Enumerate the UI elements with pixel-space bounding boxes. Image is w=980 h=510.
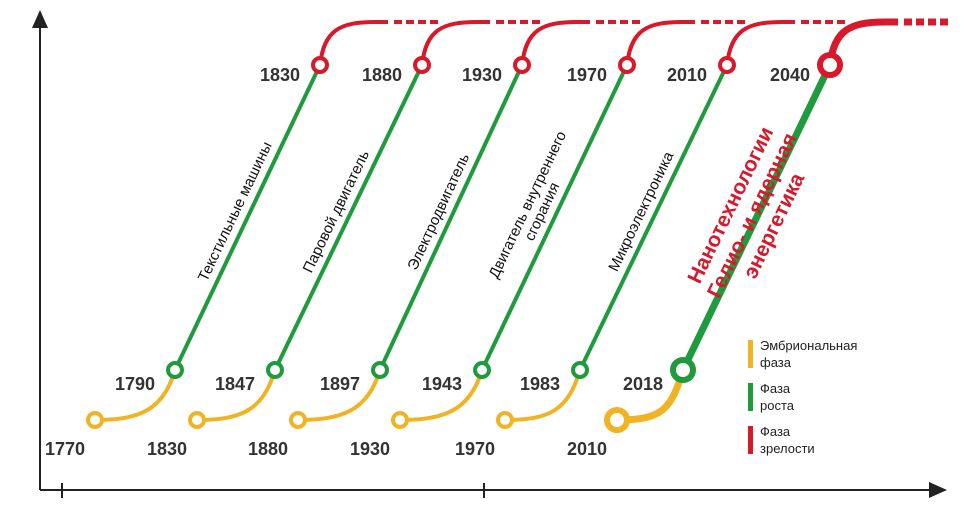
start-node: [188, 411, 206, 429]
legend-text: Фаза: [760, 424, 791, 439]
wave-label-line: Электродвигатель: [404, 151, 473, 273]
year-label: 2018: [623, 374, 663, 394]
maturity-phase: [520, 20, 590, 66]
maturity-phase: [625, 20, 695, 66]
year-label: 2010: [667, 65, 707, 85]
growth-node: [571, 361, 589, 379]
maturity-node: [817, 52, 843, 78]
wave-label: Текстильные машины: [195, 139, 276, 284]
year-label: 1880: [362, 65, 402, 85]
growth-phase: [578, 64, 729, 371]
year-label: 1880: [248, 439, 288, 459]
legend-swatch: [748, 426, 753, 454]
maturity-node: [413, 56, 431, 74]
maturity-node: [513, 56, 531, 74]
embryonic-phase: [399, 369, 484, 422]
maturity-node: [718, 56, 736, 74]
legend-text: роста: [760, 398, 795, 413]
wave-label: Электродвигатель: [404, 151, 473, 273]
growth-phase: [273, 64, 424, 371]
year-label: 2040: [770, 65, 810, 85]
start-node: [496, 411, 514, 429]
growth-phase: [378, 64, 524, 371]
growth-node: [266, 361, 284, 379]
year-label: 2010: [567, 439, 607, 459]
growth-node: [670, 357, 696, 383]
year-label: 1970: [455, 439, 495, 459]
wave-label-line: Текстильные машины: [195, 139, 276, 284]
legend-text: Эмбриональная: [760, 338, 857, 353]
maturity-node: [618, 56, 636, 74]
year-label: 1830: [260, 65, 300, 85]
year-label: 1847: [215, 374, 255, 394]
start-node: [391, 411, 409, 429]
embryonic-phase: [94, 369, 177, 422]
legend-swatch: [748, 383, 753, 411]
wave-label: Микроэлектроника: [605, 148, 677, 274]
growth-node: [371, 361, 389, 379]
year-label: 1770: [45, 439, 85, 459]
wave-label-line: Микроэлектроника: [605, 148, 677, 274]
year-label: 1970: [567, 65, 607, 85]
growth-node: [473, 361, 491, 379]
embryonic-phase: [504, 369, 582, 422]
year-label: 1983: [520, 374, 560, 394]
maturity-node: [311, 56, 329, 74]
maturity-phase: [420, 20, 490, 66]
wave-label: Паровой двигатель: [300, 147, 374, 275]
start-node: [604, 407, 630, 433]
year-label: 1943: [422, 374, 462, 394]
year-label: 1897: [320, 374, 360, 394]
growth-node: [166, 361, 184, 379]
growth-phase: [173, 64, 322, 371]
legend-swatch: [748, 340, 753, 368]
maturity-phase: [318, 20, 388, 66]
legend-text: Фаза: [760, 381, 791, 396]
embryonic-phase: [297, 369, 382, 422]
year-label: 1830: [147, 439, 187, 459]
year-label: 1930: [350, 439, 390, 459]
wave-label-line: Паровой двигатель: [300, 147, 374, 275]
legend-text: зрелости: [760, 441, 815, 456]
wave-label-line: Двигатель внутреннего: [486, 129, 570, 281]
start-node: [289, 411, 307, 429]
year-label: 1930: [462, 65, 502, 85]
start-node: [86, 411, 104, 429]
year-label: 1790: [115, 374, 155, 394]
legend-text: фаза: [760, 355, 792, 370]
embryonic-phase: [196, 369, 277, 422]
growth-phase: [480, 64, 629, 371]
growth-phase: [679, 63, 834, 372]
maturity-phase: [725, 20, 795, 66]
